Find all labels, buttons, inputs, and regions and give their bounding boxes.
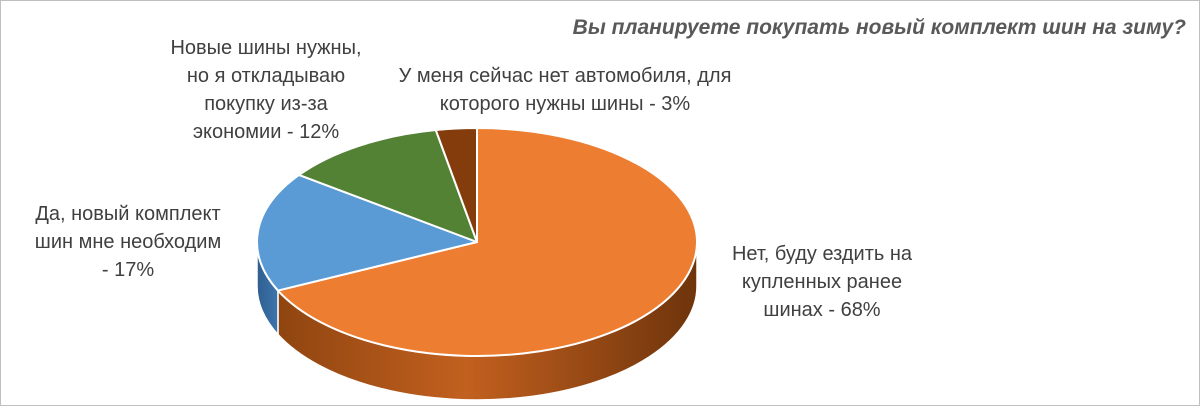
- pie-slices: [256, 127, 698, 357]
- slice-postpone: [298, 129, 478, 243]
- slice-label-no-car: У меня сейчас нет автомобиля, для которо…: [398, 65, 732, 115]
- slice-label-no: Нет, буду ездить на купленных ранее шина…: [731, 243, 913, 321]
- slice-label-postpone: Новые шины нужны, но я откладываю покупк…: [170, 37, 362, 143]
- slice-no-car: [434, 127, 478, 243]
- slice-label-yes: Да, новый комплект шин мне необходим - 1…: [34, 203, 222, 281]
- slice-no: [276, 127, 698, 357]
- slice-yes: [256, 173, 478, 292]
- chart-title: Вы планируете покупать новый комплект ши…: [572, 16, 1186, 39]
